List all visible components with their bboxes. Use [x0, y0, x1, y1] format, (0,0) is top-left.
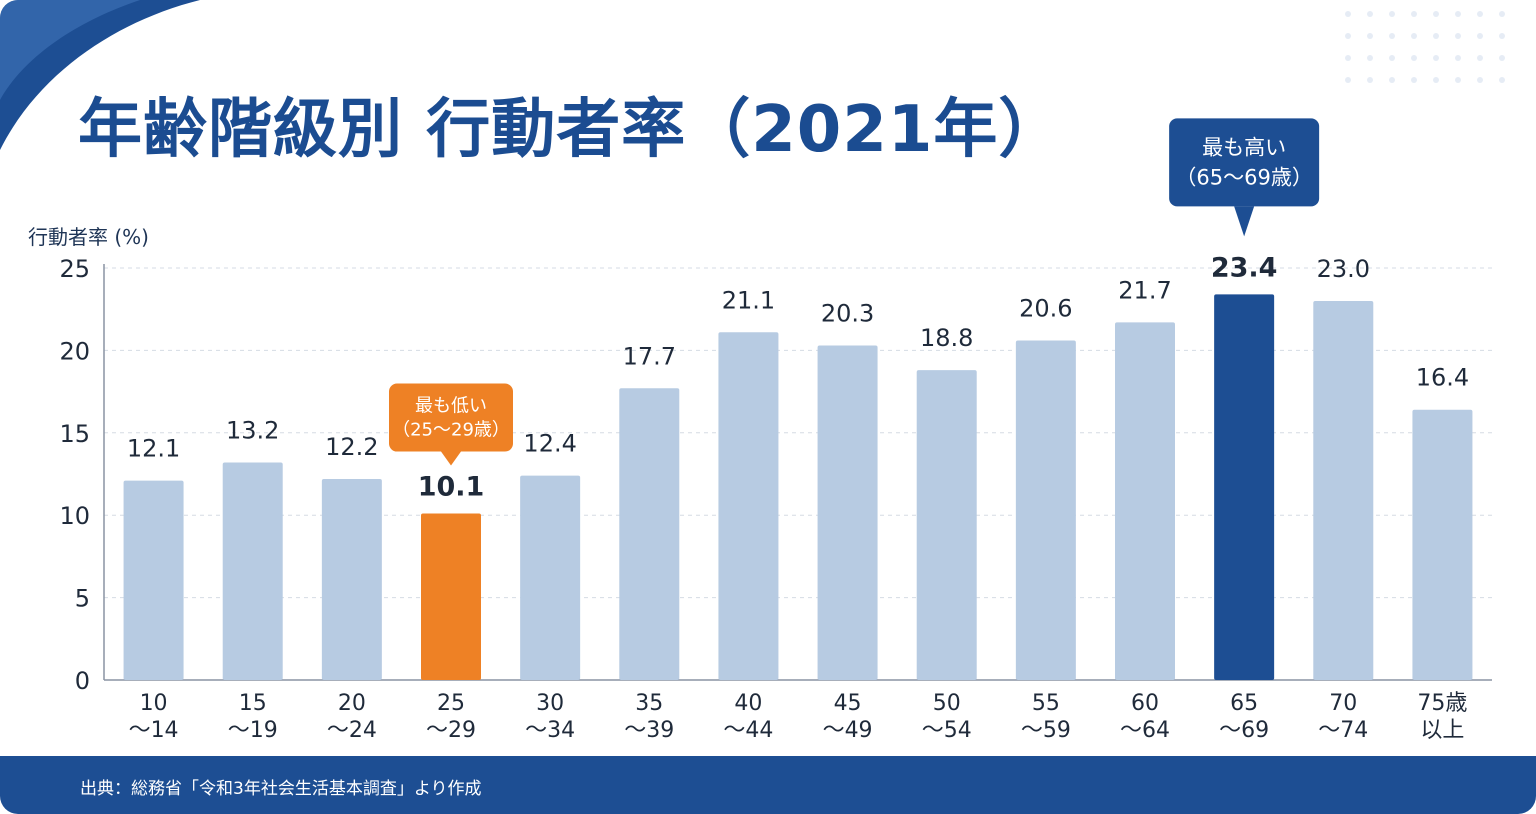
- x-tick-label-4-line2: ～34: [525, 718, 575, 743]
- x-tick-label-6-line2: ～44: [723, 718, 773, 743]
- x-tick-label-0-line2: ～14: [129, 718, 179, 743]
- x-tick-label-7-line2: ～49: [823, 718, 873, 743]
- x-tick-label-2-line1: 20: [338, 691, 366, 716]
- callout-highest-line2: （65～69歳）: [1175, 165, 1312, 189]
- callout-lowest-box: [389, 383, 513, 452]
- y-tick-label: 25: [59, 255, 90, 283]
- value-label-0: 12.1: [127, 435, 180, 463]
- bar-9: [1015, 340, 1076, 680]
- x-tick-label-3-line1: 25: [437, 691, 465, 716]
- value-label-5: 17.7: [623, 342, 676, 370]
- callout-lowest-pointer: [441, 451, 461, 466]
- footer-bar: [0, 756, 1536, 814]
- value-label-6: 21.1: [722, 286, 775, 314]
- x-tick-label-5-line2: ～39: [624, 718, 674, 743]
- bar-13: [1412, 409, 1473, 680]
- y-axis-label: 行動者率 (%): [28, 225, 149, 249]
- callout-highest-box: [1169, 118, 1320, 207]
- bar-5: [619, 388, 680, 680]
- value-label-13: 16.4: [1416, 364, 1469, 392]
- value-label-2: 12.2: [325, 433, 378, 461]
- page-title: 年齢階級別 行動者率（2021年）: [78, 93, 1064, 167]
- bar-0: [123, 480, 184, 680]
- value-label-11: 23.4: [1211, 252, 1278, 283]
- bar-12: [1313, 300, 1374, 680]
- value-label-4: 12.4: [523, 430, 576, 458]
- x-tick-label-8-line1: 50: [933, 691, 961, 716]
- source-note: 出典：総務省「令和3年社会生活基本調査」より作成: [80, 779, 482, 799]
- bar-3: [421, 513, 481, 680]
- bar-1: [222, 462, 283, 680]
- x-tick-label-10-line2: ～64: [1120, 718, 1170, 743]
- value-label-8: 18.8: [920, 324, 973, 352]
- x-tick-label-1-line1: 15: [239, 691, 267, 716]
- x-tick-label-1-line2: ～19: [228, 718, 278, 743]
- callout-lowest-line1: 最も低い: [415, 396, 487, 417]
- dot-pattern-decoration: [1345, 11, 1505, 83]
- value-label-1: 13.2: [226, 416, 279, 444]
- bar-11: [1214, 294, 1275, 680]
- y-tick-label: 0: [75, 667, 90, 695]
- x-tick-label-5-line1: 35: [635, 691, 663, 716]
- bar-7: [817, 345, 878, 680]
- bar-8: [916, 370, 977, 680]
- x-tick-label-11-line2: ～69: [1219, 718, 1269, 743]
- x-tick-label-4-line1: 30: [536, 691, 564, 716]
- x-tick-label-13-line1: 75歳: [1417, 691, 1467, 716]
- x-tick-label-2-line2: ～24: [327, 718, 377, 743]
- x-tick-label-10-line1: 60: [1131, 691, 1159, 716]
- value-label-10: 21.7: [1118, 276, 1171, 304]
- x-tick-label-7-line1: 45: [834, 691, 862, 716]
- x-tick-label-0-line1: 10: [140, 691, 168, 716]
- y-tick-label: 10: [59, 502, 90, 530]
- x-tick-label-13-line2: 以上: [1420, 718, 1464, 743]
- value-label-3: 10.1: [418, 472, 485, 503]
- y-tick-label: 15: [59, 420, 90, 448]
- y-tick-label: 5: [75, 585, 90, 613]
- x-tick-label-9-line1: 55: [1032, 691, 1060, 716]
- callout-highest-line1: 最も高い: [1202, 135, 1286, 159]
- value-label-9: 20.6: [1019, 295, 1072, 323]
- x-tick-label-12-line1: 70: [1329, 691, 1357, 716]
- bar-6: [718, 332, 779, 680]
- corner-decoration: [0, 0, 200, 150]
- x-tick-label-6-line1: 40: [734, 691, 762, 716]
- callout-highest-pointer: [1234, 206, 1255, 237]
- y-tick-label: 20: [59, 337, 90, 365]
- value-label-12: 23.0: [1317, 255, 1370, 283]
- bar-2: [321, 478, 382, 680]
- x-tick-label-9-line2: ～59: [1021, 718, 1071, 743]
- callout-lowest-line2: （25～29歳）: [392, 420, 510, 441]
- value-label-7: 20.3: [821, 299, 874, 327]
- x-tick-label-3-line2: ～29: [426, 718, 476, 743]
- x-tick-label-11-line1: 65: [1230, 691, 1258, 716]
- bar-4: [520, 475, 581, 680]
- x-tick-label-12-line2: ～74: [1318, 718, 1368, 743]
- bar-chart: 行動者率 (%)051015202512.110～1413.215～1912.2…: [28, 118, 1492, 743]
- bar-10: [1115, 322, 1175, 680]
- x-tick-label-8-line2: ～54: [922, 718, 972, 743]
